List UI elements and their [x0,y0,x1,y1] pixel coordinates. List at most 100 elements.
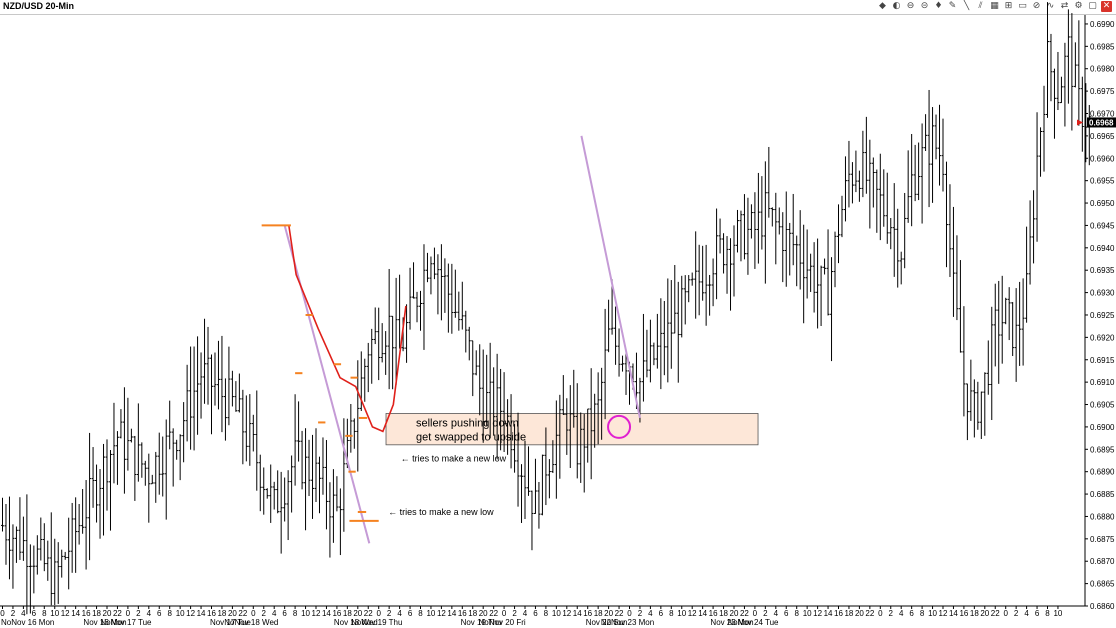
arrows-icon[interactable]: ⇄ [1060,1,1069,11]
highlight-circle[interactable] [607,414,632,439]
close-icon[interactable]: ✕ [1101,1,1112,12]
x-tick-label: 4 [1024,609,1029,618]
x-tick-label: 16 [458,609,467,618]
y-tick-label: 0.6920 [1090,333,1115,342]
line-icon[interactable]: ╲ [963,1,970,11]
x-tick-label: 20 [855,609,864,618]
x-tick-label: 16 [332,609,341,618]
y-tick-label: 0.6940 [1090,244,1115,253]
red-swing-line[interactable] [288,225,407,433]
x-tick-label: 2 [1014,609,1019,618]
x-tick-label: 14 [824,609,833,618]
x-tick-label: 16 [959,609,968,618]
x-tick-label: 14 [698,609,707,618]
chart-title: NZD/USD 20-Min [3,1,75,11]
x-tick-label: 10 [803,609,812,618]
y-tick-label: 0.6865 [1090,580,1115,589]
x-tick-label: 8 [544,609,549,618]
toolbar: ◆ ◐ ⊖ ⊝ ♦ ✎ ╲ ⫽ ▦ ⊞ ▭ ⊘ ∿ ⇄ ⚙ ▢ ✕ [877,1,1112,13]
last-price-arrow [1077,119,1083,126]
x-tick-label: 10 [1053,609,1062,618]
settings-icon[interactable]: ⚙ [1074,1,1083,11]
x-day-label: NoNov 16 Mon [1,618,54,627]
x-tick-label: 12 [61,609,70,618]
wave-icon[interactable]: ∿ [1046,1,1055,11]
x-tick-label: 22 [740,609,749,618]
x-tick-label: 20 [604,609,613,618]
y-tick-label: 0.6985 [1090,42,1115,51]
zone-box[interactable] [385,413,759,446]
y-tick-label: 0.6860 [1090,602,1115,611]
title-bar: NZD/USD 20-Min ◆ ◐ ⊖ ⊝ ♦ ✎ ╲ ⫽ ▦ ⊞ ▭ ⊘ ∿ ⇄ ⚙ ▢ ✕ [0,0,1116,15]
x-day-label: NoNov 19 Thu [351,618,402,627]
x-day-label: Nov 17 Tue [210,618,251,627]
indicator-icon[interactable]: ⊘ [1032,1,1041,11]
x-tick-label: 12 [939,609,948,618]
y-tick-label: 0.6880 [1090,512,1115,521]
x-tick-label: 8 [669,609,674,618]
x-tick-label: 8 [293,609,298,618]
x-tick-label: 18 [594,609,603,618]
zoom-out-icon[interactable]: ⊝ [920,1,929,11]
ellipse-icon[interactable]: ▭ [1018,1,1027,11]
x-tick-label: 6 [1035,609,1040,618]
x-tick-label: 4 [147,609,152,618]
purple-trendline[interactable] [283,225,371,544]
note-new-low-2: ← tries to make a new low [388,507,494,517]
x-day-label: NoNov 23 Mon [601,618,654,627]
x-tick-label: 18 [217,609,226,618]
x-tick-label: 16 [583,609,592,618]
purple-trendline[interactable] [580,135,641,419]
channel-icon[interactable]: ⫽ [978,1,983,11]
x-tick-label: 8 [794,609,799,618]
x-tick-label: 16 [207,609,216,618]
drawing-icon[interactable]: ◐ [892,1,901,11]
y-tick-label: 0.6925 [1090,311,1115,320]
x-tick-label: 6 [533,609,538,618]
x-tick-label: 0 [502,609,507,618]
y-tick-label: 0.6980 [1090,65,1115,74]
maximize-icon[interactable]: ▢ [1088,1,1097,11]
x-tick-label: 6 [408,609,413,618]
x-tick-label: 0 [878,609,883,618]
x-tick-label: 14 [71,609,80,618]
pencil-icon[interactable]: ✎ [948,1,957,11]
x-tick-label: 18 [719,609,728,618]
record-icon[interactable]: ⊖ [906,1,915,11]
x-tick-label: 22 [238,609,247,618]
fibonacci-icon[interactable]: ⊞ [1004,1,1013,11]
marker-icon[interactable]: ♦ [934,1,943,11]
x-day-label: NoNov 17 Tue [100,618,152,627]
x-tick-label: 0 [251,609,256,618]
x-tick-label: 22 [865,609,874,618]
x-tick-label: 14 [322,609,331,618]
y-tick-label: 0.6900 [1090,423,1115,432]
x-tick-label: 10 [301,609,310,618]
x-tick-label: 12 [186,609,195,618]
x-day-label: NoNov 24 Tue [727,618,779,627]
x-tick-label: 18 [468,609,477,618]
x-tick-label: 4 [272,609,277,618]
zone-text-line2: get swapped to upside [416,431,526,443]
x-tick-label: 18 [844,609,853,618]
x-tick-label: 0 [376,609,381,618]
x-tick-label: 2 [11,609,16,618]
x-day-label: NoNov 18 Wed [224,618,278,627]
x-tick-label: 16 [834,609,843,618]
x-tick-label: 10 [176,609,185,618]
y-tick-label: 0.6910 [1090,378,1115,387]
y-tick-label: 0.6885 [1090,490,1115,499]
chart-type-icon[interactable]: ◆ [879,1,886,11]
x-tick-label: 6 [909,609,914,618]
x-tick-label: 0 [126,609,131,618]
x-tick-label: 2 [763,609,768,618]
grid-icon[interactable]: ▦ [990,1,999,11]
x-tick-label: 8 [920,609,925,618]
x-tick-label: 2 [889,609,894,618]
x-tick-label: 8 [418,609,423,618]
x-tick-label: 0 [0,609,5,618]
x-tick-label: 12 [688,609,697,618]
y-tick-label: 0.6915 [1090,356,1115,365]
